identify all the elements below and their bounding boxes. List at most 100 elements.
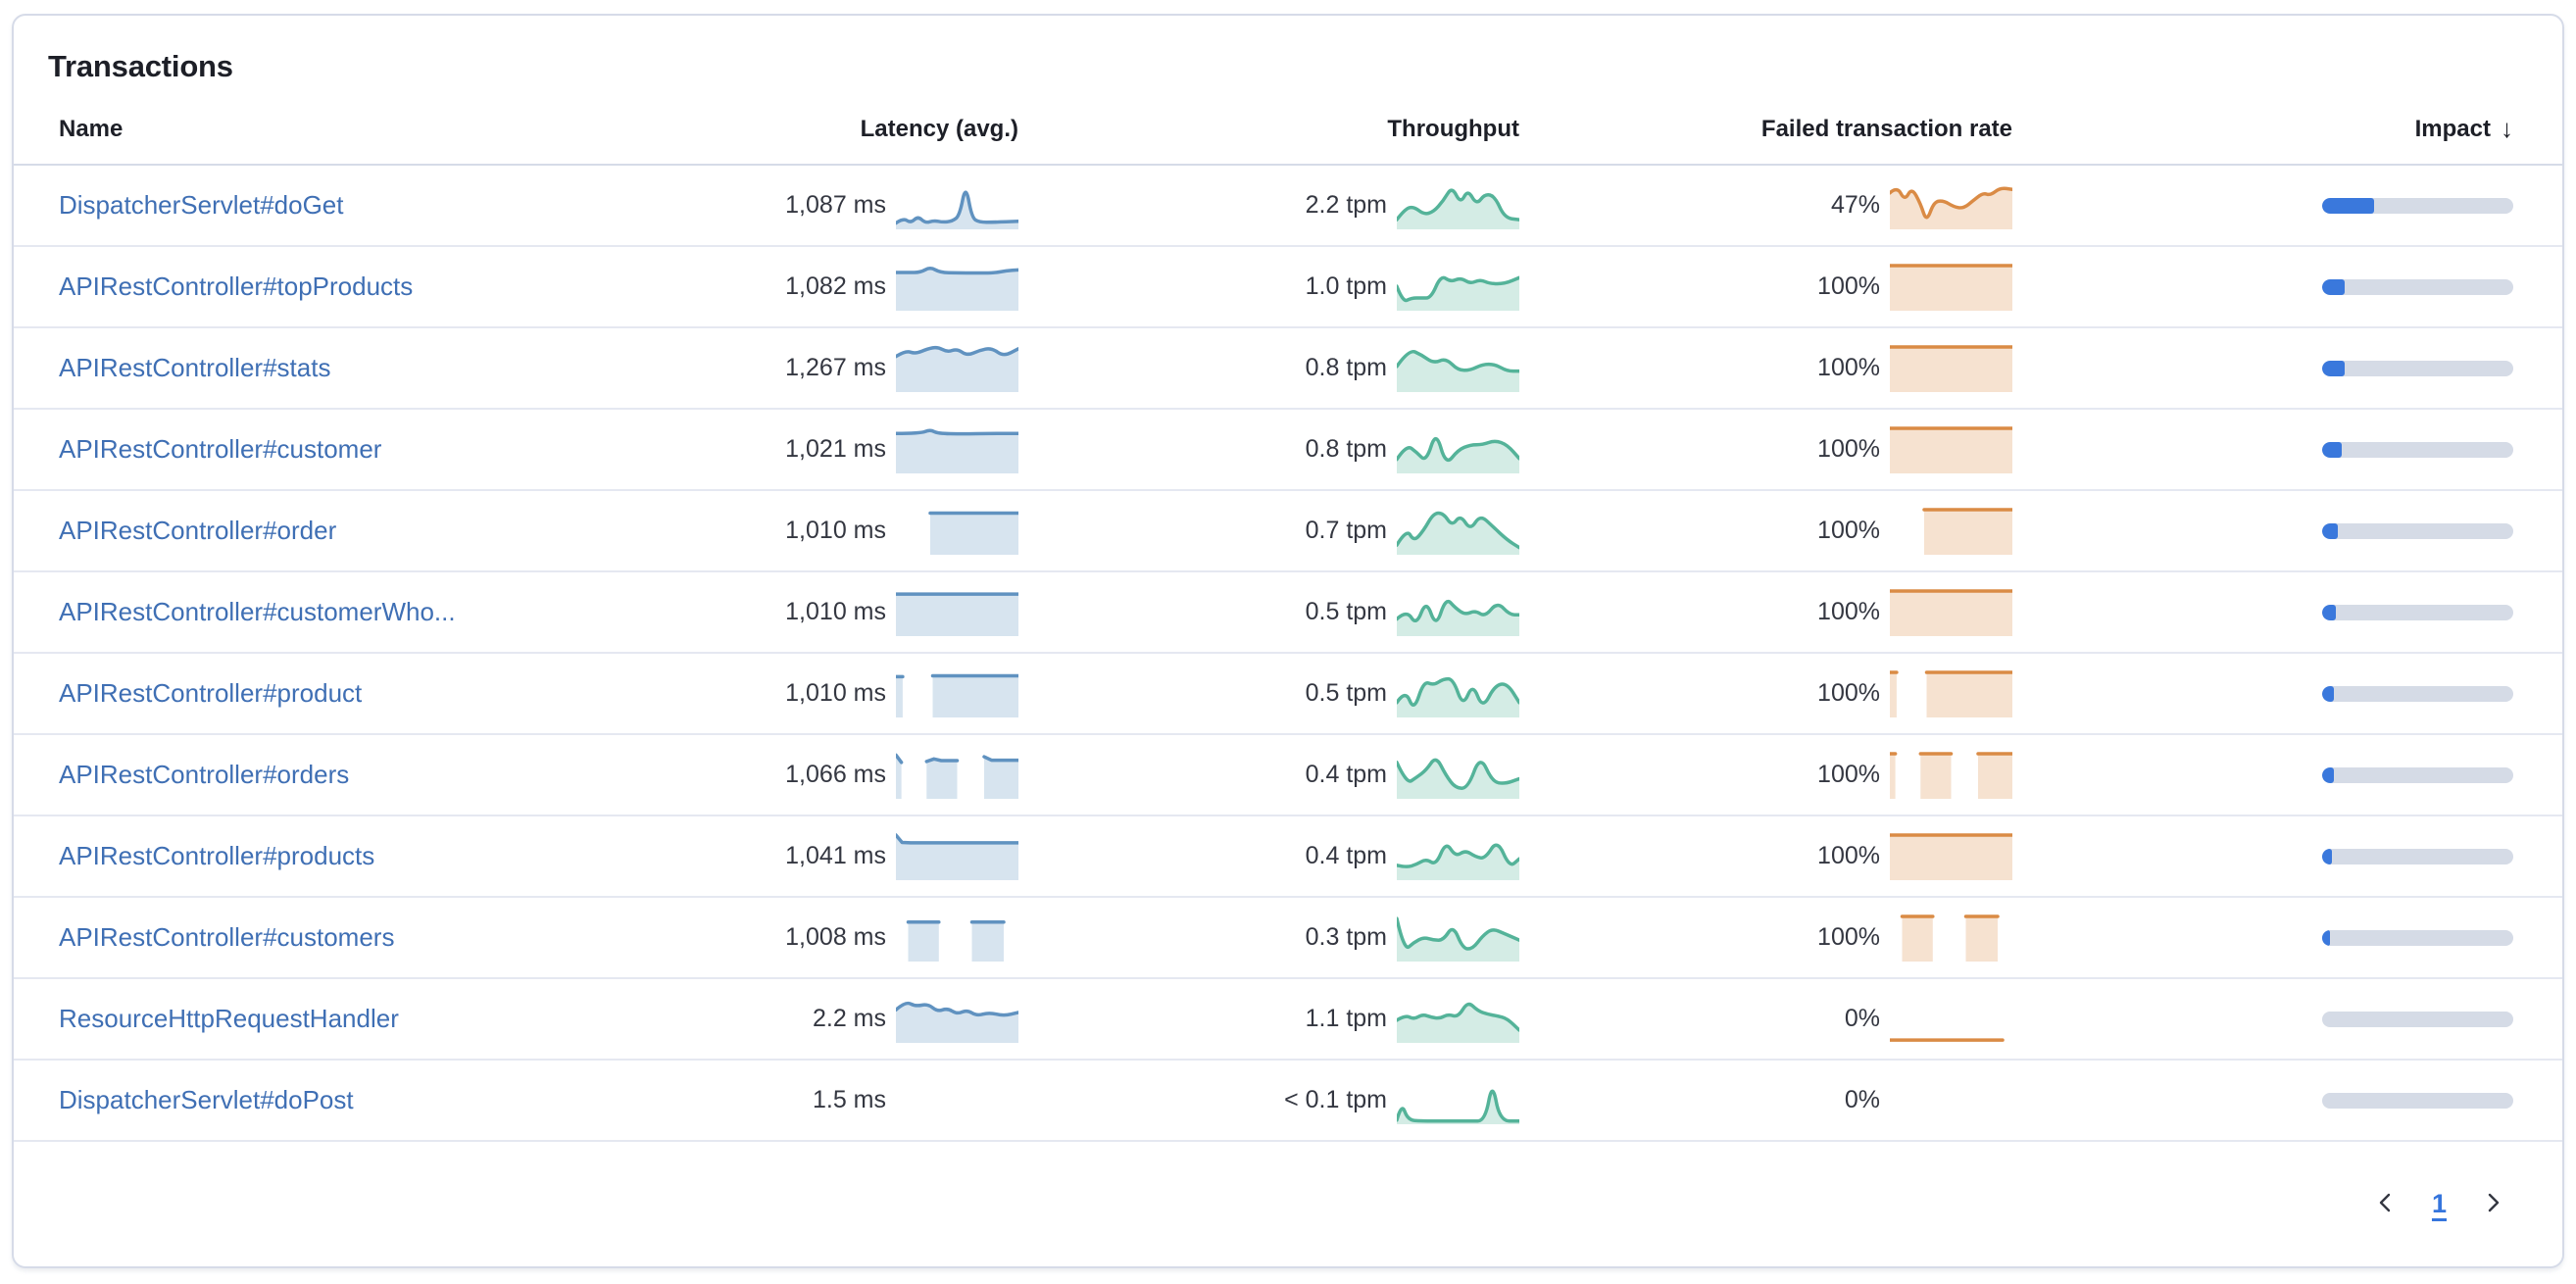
impact-bar-fill	[2322, 522, 2338, 539]
name-cell: APIRestController#order	[59, 516, 695, 546]
latency-value: 1,041 ms	[785, 842, 886, 869]
latency-cell: 1,087 ms	[695, 182, 1020, 229]
failed-rate-value: 100%	[1817, 272, 1880, 300]
throughput-sparkline	[1395, 182, 1521, 229]
table-header: Name Latency (avg.) Throughput Failed tr…	[14, 114, 2562, 166]
failed-rate-cell: 100%	[1519, 588, 2014, 636]
throughput-value: 1.1 tpm	[1305, 1005, 1387, 1032]
transaction-name-link[interactable]: ResourceHttpRequestHandler	[59, 1004, 399, 1033]
latency-cell: 1.5 ms	[695, 1077, 1018, 1124]
failed-rate-value: 100%	[1817, 598, 1880, 625]
latency-cell: 1,010 ms	[695, 670, 1020, 717]
latency-sparkline	[894, 182, 1020, 229]
latency-value: 1,008 ms	[785, 923, 886, 951]
transaction-name-link[interactable]: APIRestController#stats	[59, 353, 331, 382]
throughput-value: 2.2 tpm	[1305, 191, 1387, 219]
transaction-name-link[interactable]: APIRestController#orders	[59, 760, 350, 789]
impact-bar-track	[2322, 848, 2513, 864]
latency-sparkline	[896, 914, 1018, 962]
latency-cell: 1,008 ms	[695, 914, 1018, 962]
impact-bar-track	[2322, 685, 2513, 702]
impact-bar-track	[2322, 929, 2513, 946]
latency-cell: 1,010 ms	[695, 508, 1020, 555]
name-cell: APIRestController#customers	[59, 922, 695, 953]
failed-rate-sparkline	[1888, 182, 2014, 229]
transaction-name-link[interactable]: APIRestController#order	[59, 516, 337, 545]
latency-sparkline	[894, 752, 1020, 799]
name-cell: APIRestController#stats	[59, 353, 695, 383]
impact-bar-fill	[2322, 848, 2332, 864]
column-header-failed-rate[interactable]: Failed transaction rate	[1760, 115, 2012, 142]
panel-title: Transactions	[48, 49, 233, 83]
transactions-panel: Transactions Name Latency (avg.) Through…	[12, 14, 2564, 1268]
throughput-cell: 1.0 tpm	[1018, 264, 1521, 311]
table-row: APIRestController#product 1,010 ms 0.5 t…	[14, 654, 2562, 735]
throughput-cell: 0.5 tpm	[1018, 670, 1521, 717]
column-header-impact[interactable]: Impact ↓	[2012, 114, 2513, 144]
throughput-cell: 0.4 tpm	[1018, 752, 1521, 799]
failed-rate-value: 100%	[1817, 679, 1880, 707]
failed-rate-sparkline	[1888, 588, 2014, 636]
latency-cell: 1,066 ms	[695, 752, 1020, 799]
column-header-latency[interactable]: Latency (avg.)	[860, 115, 1018, 142]
throughput-cell: 0.7 tpm	[1018, 508, 1521, 555]
transaction-name-link[interactable]: DispatcherServlet#doPost	[59, 1085, 354, 1114]
chevron-right-icon	[2480, 1190, 2505, 1218]
column-header-name[interactable]: Name	[59, 115, 124, 142]
throughput-cell: 0.8 tpm	[1018, 426, 1521, 473]
latency-sparkline	[894, 264, 1020, 311]
impact-bar-fill	[2322, 197, 2374, 214]
impact-cell	[2012, 1011, 2513, 1027]
transaction-name-link[interactable]: APIRestController#topProducts	[59, 272, 414, 301]
column-header-throughput[interactable]: Throughput	[1387, 115, 1519, 142]
transaction-name-link[interactable]: APIRestController#products	[59, 841, 375, 870]
failed-rate-sparkline	[1890, 1077, 2012, 1124]
latency-value: 1,082 ms	[785, 272, 886, 300]
name-cell: APIRestController#products	[59, 841, 695, 871]
impact-bar-track	[2322, 360, 2513, 376]
latency-sparkline	[894, 670, 1020, 717]
transaction-name-link[interactable]: APIRestController#customerWho...	[59, 597, 456, 626]
failed-rate-cell: 100%	[1519, 914, 2012, 962]
throughput-sparkline	[1395, 508, 1521, 555]
throughput-value: 0.5 tpm	[1305, 598, 1387, 625]
throughput-sparkline	[1395, 670, 1521, 717]
chevron-left-icon	[2373, 1190, 2399, 1218]
throughput-sparkline	[1395, 996, 1521, 1043]
latency-sparkline	[894, 426, 1020, 473]
latency-sparkline	[896, 1077, 1018, 1124]
latency-value: 1,010 ms	[785, 517, 886, 544]
failed-rate-sparkline	[1888, 832, 2014, 880]
sort-descending-icon: ↓	[2501, 114, 2513, 143]
table-row: APIRestController#products 1,041 ms 0.4 …	[14, 816, 2562, 898]
table-row: DispatcherServlet#doPost 1.5 ms < 0.1 tp…	[14, 1061, 2562, 1142]
throughput-cell: < 0.1 tpm	[1018, 1077, 1521, 1124]
page-number-1[interactable]: 1	[2431, 1188, 2447, 1218]
transaction-name-link[interactable]: DispatcherServlet#doGet	[59, 190, 344, 220]
impact-bar-fill	[2322, 685, 2334, 702]
latency-cell: 1,041 ms	[695, 832, 1020, 880]
table-row: APIRestController#customers 1,008 ms 0.3…	[14, 898, 2562, 979]
transaction-name-link[interactable]: APIRestController#product	[59, 678, 363, 708]
throughput-value: 1.0 tpm	[1305, 272, 1387, 300]
table-row: APIRestController#customer 1,021 ms 0.8 …	[14, 410, 2562, 491]
transaction-name-link[interactable]: APIRestController#customers	[59, 922, 395, 952]
latency-sparkline	[894, 832, 1020, 880]
throughput-sparkline	[1395, 589, 1521, 636]
next-page-button[interactable]	[2480, 1190, 2505, 1218]
failed-rate-sparkline	[1888, 996, 2012, 1043]
throughput-sparkline	[1395, 752, 1521, 799]
latency-cell: 1,010 ms	[695, 589, 1020, 636]
failed-rate-sparkline	[1888, 751, 2014, 799]
impact-cell	[2012, 766, 2513, 783]
impact-bar-fill	[2322, 360, 2346, 376]
transaction-name-link[interactable]: APIRestController#customer	[59, 434, 382, 464]
failed-rate-sparkline	[1890, 914, 2012, 962]
latency-sparkline	[894, 345, 1020, 392]
latency-cell: 2.2 ms	[695, 996, 1020, 1043]
latency-value: 1,010 ms	[785, 598, 886, 625]
name-cell: DispatcherServlet#doGet	[59, 190, 695, 221]
impact-bar-fill	[2322, 929, 2330, 946]
previous-page-button[interactable]	[2373, 1190, 2399, 1218]
table-row: DispatcherServlet#doGet 1,087 ms 2.2 tpm…	[14, 166, 2562, 247]
